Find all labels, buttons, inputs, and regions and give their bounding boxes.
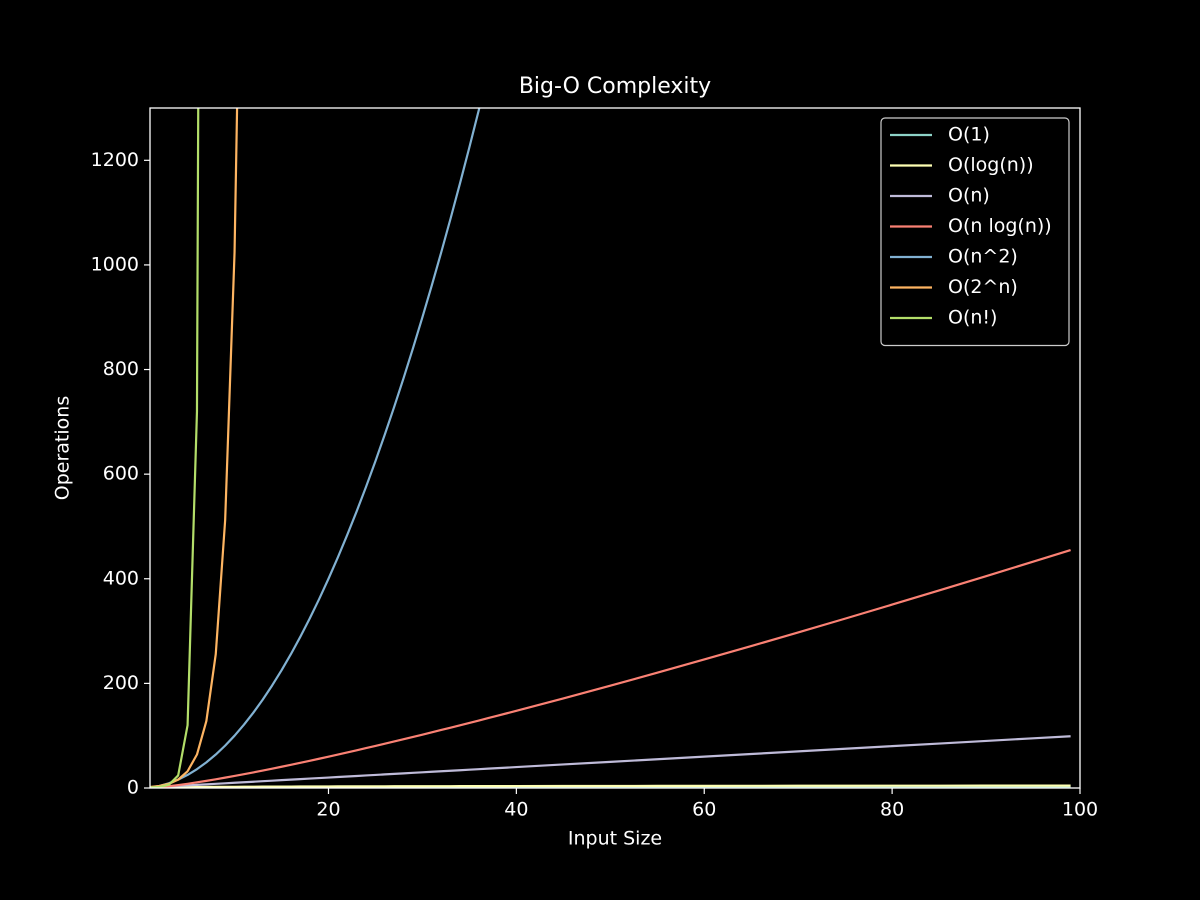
plot-frame — [149, 107, 1081, 789]
legend-label: O(1) — [948, 124, 990, 146]
plot-lines — [150, 108, 1071, 788]
legend-box — [880, 117, 1070, 347]
legend-label: O(n log(n)) — [948, 215, 1052, 237]
y-tick-label: 800 — [103, 358, 139, 380]
series-line — [150, 735, 1071, 788]
x-tick-label: 60 — [692, 799, 716, 821]
legend: O(1) O(log(n)) O(n) O(n log(n)) O(n^2) O(2^n)… — [880, 117, 1070, 347]
y-axis-label: Operations — [52, 396, 74, 500]
series-line — [150, 108, 481, 788]
y-tick-label: 600 — [103, 463, 139, 485]
x-tick-label: 40 — [504, 799, 528, 821]
y-tick-label: 0 — [127, 777, 139, 799]
legend-label: O(2^n) — [948, 276, 1018, 298]
legend-label: O(n) — [948, 185, 990, 207]
chart-title: Big-O Complexity — [519, 74, 711, 99]
series-line — [150, 784, 1071, 788]
y-tick-label: 1000 — [91, 253, 139, 275]
series-line — [150, 108, 200, 788]
legend-label: O(n!) — [948, 307, 997, 329]
x-tick-label: 100 — [1062, 799, 1098, 821]
y-tick-label: 1200 — [91, 149, 139, 171]
y-tick-label: 400 — [103, 567, 139, 589]
series-line — [150, 548, 1071, 788]
legend-label: O(log(n)) — [948, 154, 1034, 176]
x-tick-label: 20 — [316, 799, 340, 821]
legend-label: O(n^2) — [948, 246, 1018, 268]
x-tick-label: 80 — [880, 799, 904, 821]
y-tick-label: 200 — [103, 672, 139, 694]
x-axis-label: Input Size — [568, 828, 662, 850]
